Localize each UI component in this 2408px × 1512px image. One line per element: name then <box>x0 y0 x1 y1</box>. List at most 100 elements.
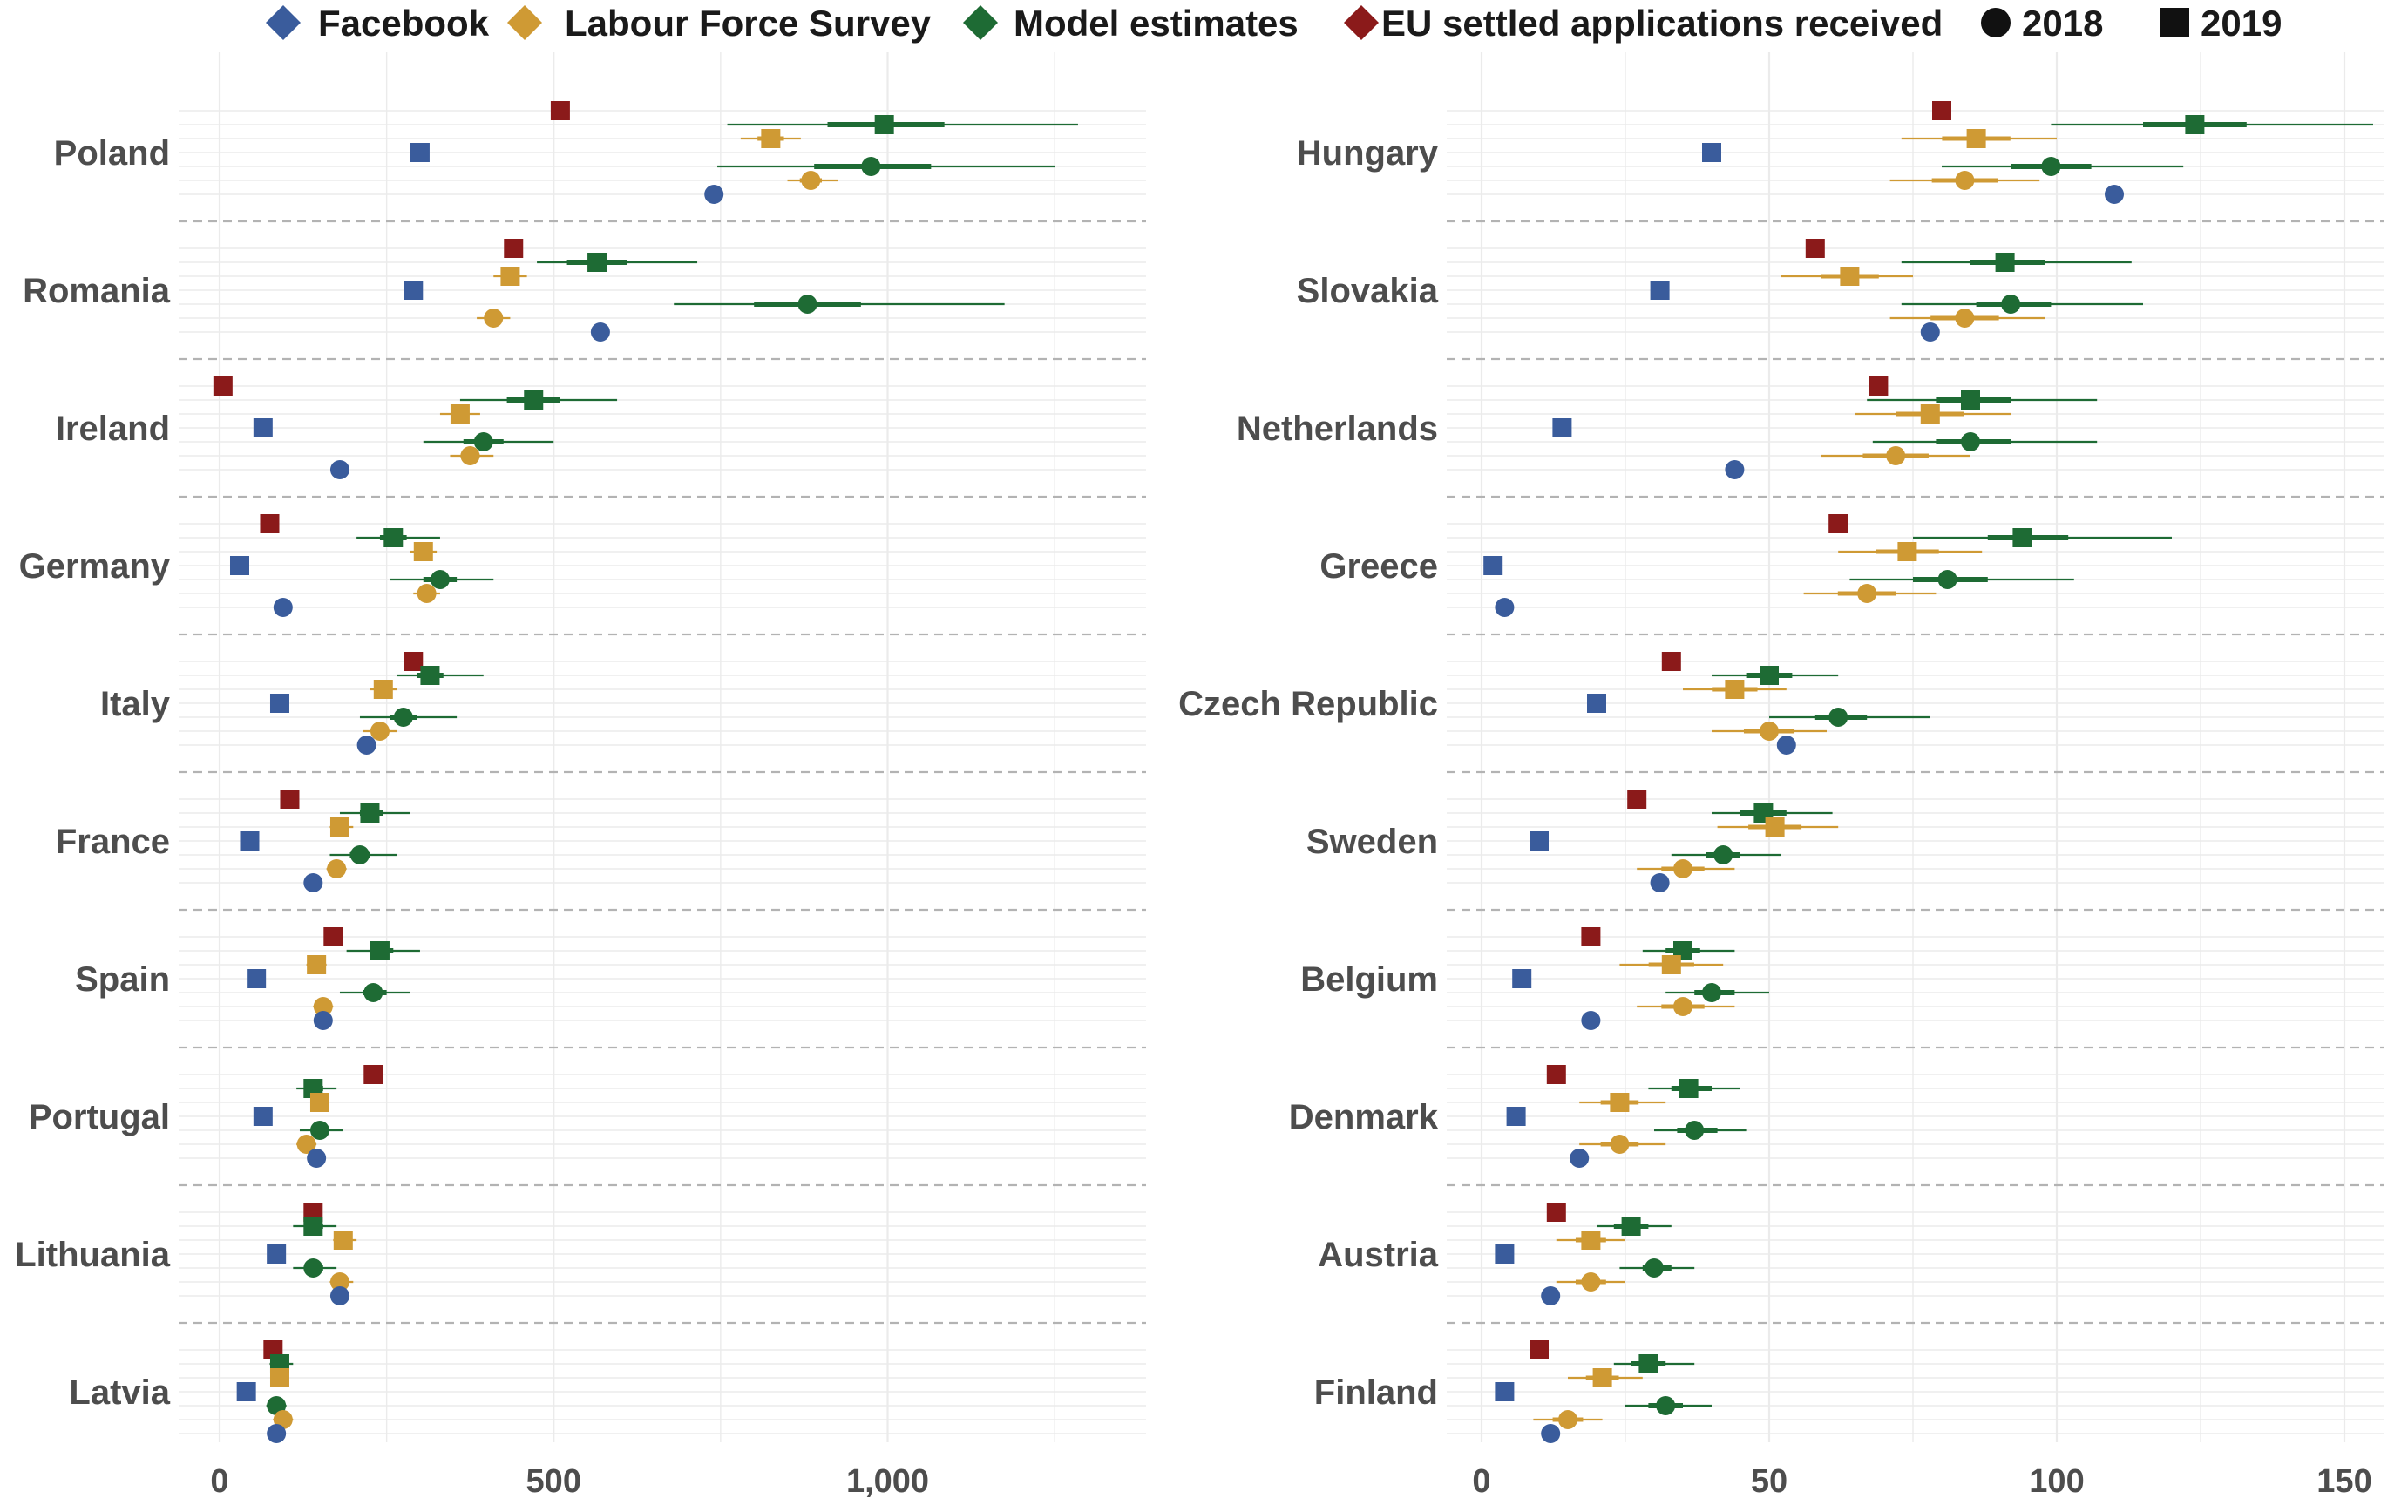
lfs-2019-point <box>1765 817 1785 837</box>
eu-2019-point <box>323 927 343 946</box>
lfs-2018-point <box>1673 859 1692 878</box>
lfs-2019-point <box>1661 955 1681 974</box>
year-2018-legend-label: 2018 <box>2022 3 2103 44</box>
country-label: Austria <box>1318 1236 1439 1274</box>
x-tick-label: 0 <box>210 1463 228 1500</box>
eu-2019-point <box>1546 1203 1566 1222</box>
facebook-2018-point <box>1541 1424 1561 1443</box>
lfs-2019-point <box>1725 680 1745 699</box>
model-2018-point <box>1685 1121 1705 1140</box>
facebook-2019-point <box>1512 969 1532 988</box>
model-2018-point <box>1961 432 1980 451</box>
lfs-2019-point <box>761 129 781 148</box>
facebook-2019-point <box>240 831 260 851</box>
facebook-2018-point <box>1495 598 1515 617</box>
lfs-2019-point <box>1840 267 1860 286</box>
model-2018-point <box>861 157 881 176</box>
facebook-2019-point <box>1495 1382 1515 1401</box>
country-label: Portugal <box>29 1098 170 1136</box>
year-2018-legend-icon <box>1981 8 2011 37</box>
facebook-2019-point <box>247 969 267 988</box>
lfs-legend-label: Labour Force Survey <box>565 3 932 44</box>
model-2018-point <box>2001 295 2021 314</box>
model-2018-point <box>797 295 817 314</box>
facebook-2018-point <box>1581 1011 1601 1030</box>
lfs-2018-point <box>1955 171 1975 190</box>
country-label: Denmark <box>1289 1098 1439 1136</box>
lfs-2018-point <box>1581 1272 1601 1292</box>
eu-2019-point <box>1581 927 1601 946</box>
eu-2019-point <box>213 376 233 396</box>
lfs-2018-point <box>801 171 821 190</box>
model-2019-point <box>874 115 894 134</box>
facebook-2018-point <box>329 1286 349 1305</box>
facebook-2019-point <box>267 1244 287 1264</box>
facebook-2019-point <box>1587 694 1606 713</box>
facebook-2019-point <box>229 556 249 575</box>
country-label: Greece <box>1319 547 1438 586</box>
lfs-2019-point <box>1897 542 1917 561</box>
country-label: Italy <box>100 685 171 723</box>
lfs-2018-point <box>327 859 347 878</box>
facebook-2018-point <box>1570 1149 1590 1168</box>
facebook-2018-point <box>313 1011 333 1030</box>
facebook-2019-point <box>1495 1244 1515 1264</box>
lfs-2018-point <box>1610 1135 1630 1154</box>
lfs-2019-point <box>1920 404 1940 424</box>
country-label: Hungary <box>1297 134 1439 173</box>
lfs-2018-point <box>460 446 480 465</box>
model-2019-point <box>303 1217 323 1236</box>
facebook-2018-point <box>1541 1286 1561 1305</box>
eu-2019-point <box>260 514 280 533</box>
facebook-2019-point <box>1483 556 1503 575</box>
model-2019-point <box>587 253 607 272</box>
facebook-2018-point <box>307 1149 327 1168</box>
model-2019-point <box>1679 1079 1699 1098</box>
country-label: Romania <box>23 272 171 310</box>
lfs-2019-point <box>307 955 327 974</box>
facebook-2019-point <box>1702 143 1721 162</box>
facebook-2018-point <box>356 736 376 755</box>
facebook-2018-point <box>1776 736 1796 755</box>
model-legend-label: Model estimates <box>1014 3 1299 44</box>
facebook-2018-point <box>303 873 323 892</box>
x-tick-label: 150 <box>2316 1463 2371 1500</box>
lfs-2018-point <box>370 722 390 741</box>
eu-2019-point <box>1828 514 1848 533</box>
lfs-2019-point <box>309 1093 329 1112</box>
eu-2019-point <box>504 239 524 258</box>
model-2018-point <box>303 1258 323 1278</box>
eu-2019-point <box>1627 790 1647 809</box>
model-2018-point <box>349 845 370 864</box>
facebook-2019-point <box>410 143 430 162</box>
model-2018-point <box>430 570 450 589</box>
model-2019-point <box>1638 1354 1658 1373</box>
facebook-2018-point <box>267 1424 287 1443</box>
year-2019-legend-icon <box>2160 8 2189 37</box>
model-2018-point <box>473 432 493 451</box>
model-2018-point <box>1713 845 1733 864</box>
legend: Facebook Labour Force Survey Model estimat… <box>266 3 2282 44</box>
model-2019-point <box>2185 115 2205 134</box>
country-label: Belgium <box>1300 960 1438 999</box>
facebook-2018-point <box>1650 873 1670 892</box>
lfs-2018-point <box>417 584 437 603</box>
lfs-legend-icon <box>507 5 542 40</box>
lfs-2018-point <box>1760 722 1779 741</box>
country-label: Slovakia <box>1297 272 1439 310</box>
eu-2019-point <box>280 790 300 809</box>
lfs-2018-point <box>329 1272 349 1292</box>
lfs-2018-point <box>1558 1410 1577 1429</box>
eu-2019-point <box>1661 652 1681 671</box>
lfs-2019-point <box>269 1368 289 1387</box>
lfs-2018-point <box>484 309 504 328</box>
country-label: Germany <box>19 547 171 586</box>
model-legend-icon <box>963 5 998 40</box>
facebook-2018-point <box>1725 460 1745 479</box>
facebook-2019-point <box>253 418 273 437</box>
eu-2019-point <box>1530 1340 1549 1359</box>
facebook-2019-point <box>269 694 289 713</box>
facebook-2019-point <box>1530 831 1549 851</box>
model-2018-point <box>1828 708 1848 727</box>
